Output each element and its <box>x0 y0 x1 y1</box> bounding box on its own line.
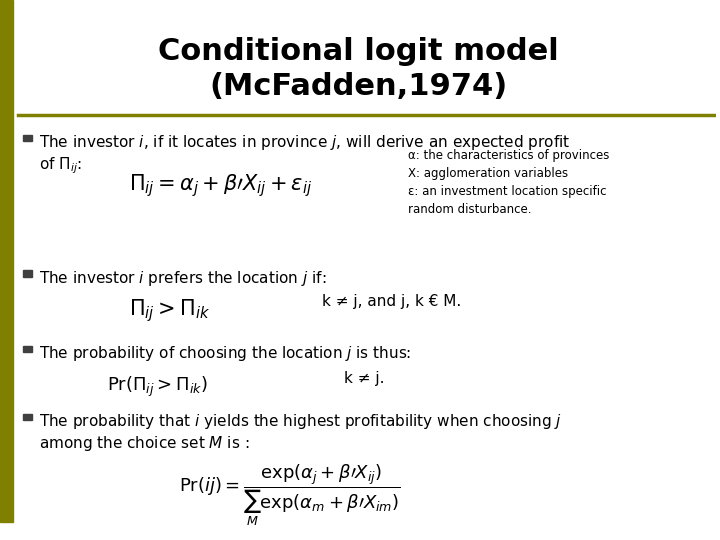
Text: of $\Pi_{ij}$:: of $\Pi_{ij}$: <box>40 155 82 176</box>
Bar <box>0 0 13 522</box>
Text: The probability of choosing the location $j$ is thus:: The probability of choosing the location… <box>40 345 412 363</box>
Bar <box>23 134 32 141</box>
Text: $\Pi_{ij} = \alpha_j + \beta\prime X_{ij} + \varepsilon_{ij}$: $\Pi_{ij} = \alpha_j + \beta\prime X_{ij… <box>129 172 312 199</box>
Bar <box>23 414 32 420</box>
Text: The investor $i$ prefers the location $j$ if:: The investor $i$ prefers the location $j… <box>40 269 327 288</box>
Text: $\Pi_{ij} > \Pi_{ik}$: $\Pi_{ij} > \Pi_{ik}$ <box>129 298 210 325</box>
Text: α: the characteristics of provinces
X: agglomeration variables
ε: an investment : α: the characteristics of provinces X: a… <box>408 148 610 216</box>
Bar <box>23 346 32 352</box>
Text: Conditional logit model
(McFadden,1974): Conditional logit model (McFadden,1974) <box>158 37 559 102</box>
Text: The probability that $i$ yields the highest profitability when choosing $j$: The probability that $i$ yields the high… <box>40 413 562 431</box>
Text: The investor $i$, if it locates in province $j$, will derive an expected profit: The investor $i$, if it locates in provi… <box>40 133 571 152</box>
Text: k ≠ j.: k ≠ j. <box>343 370 384 386</box>
Text: among the choice set $M$ is :: among the choice set $M$ is : <box>40 434 250 453</box>
Bar <box>23 271 32 276</box>
Text: $\Pr(ij) = \dfrac{\exp(\alpha_j + \beta\prime X_{ij})}{\sum_M \exp(\alpha_m + \b: $\Pr(ij) = \dfrac{\exp(\alpha_j + \beta\… <box>179 462 401 528</box>
Text: k ≠ j, and j, k € M.: k ≠ j, and j, k € M. <box>323 294 462 309</box>
Text: $\Pr(\Pi_{ij} > \Pi_{ik})$: $\Pr(\Pi_{ij} > \Pi_{ik})$ <box>107 375 209 399</box>
